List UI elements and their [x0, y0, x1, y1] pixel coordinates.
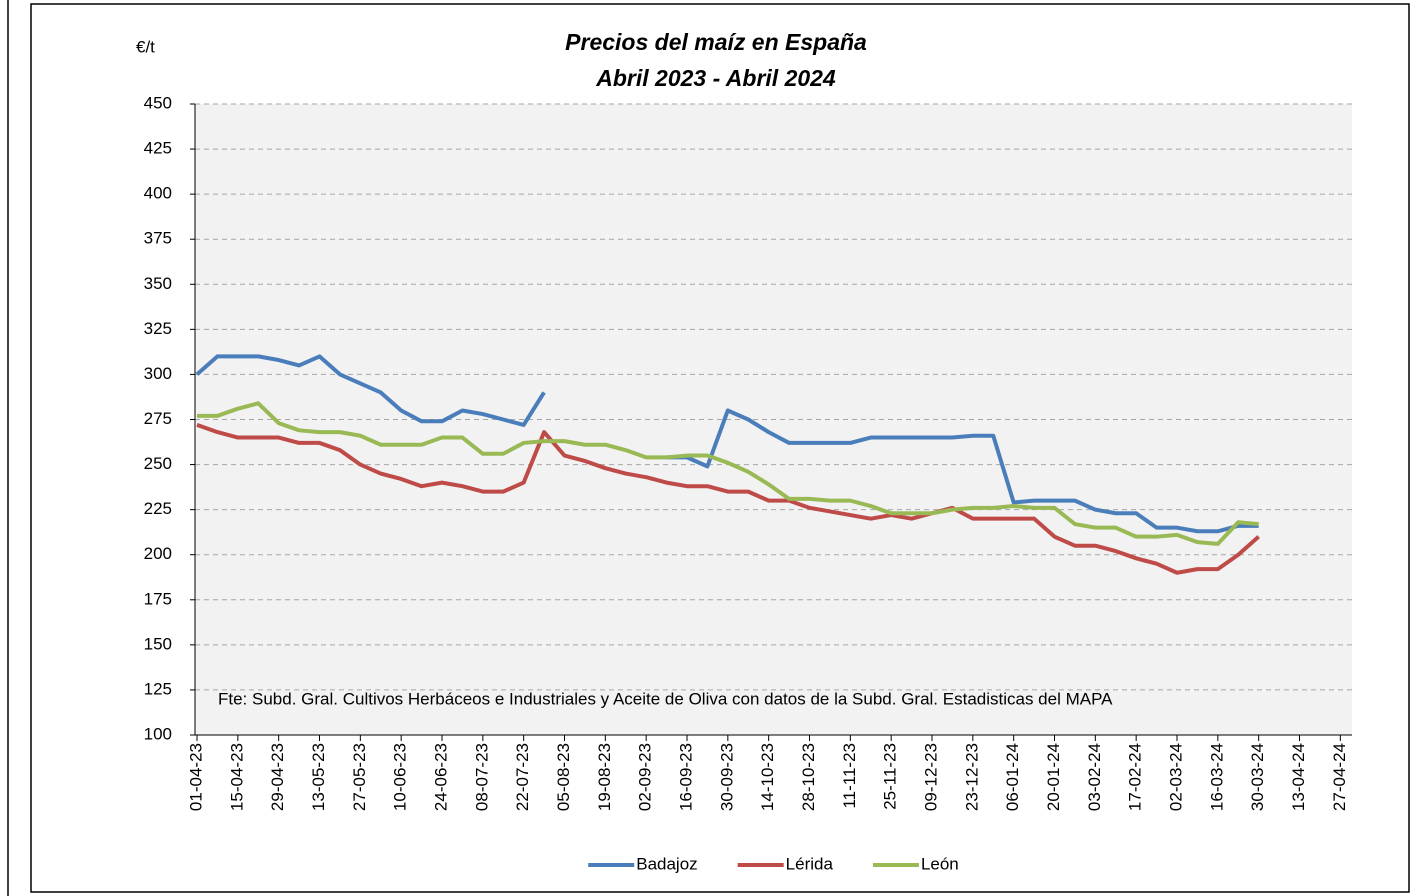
x-tick-label: 01-04-23	[186, 743, 205, 811]
y-tick-label: 100	[144, 724, 172, 743]
x-tick-label: 25-11-23	[881, 743, 900, 810]
x-tick-label: 29-04-23	[268, 743, 287, 811]
x-tick-label: 30-09-23	[717, 743, 736, 811]
y-tick-label: 300	[144, 364, 172, 383]
x-tick-label: 13-05-23	[309, 743, 328, 811]
x-tick-label: 10-06-23	[391, 743, 410, 811]
y-tick-label: 375	[144, 229, 172, 248]
y-axis-label: €/t	[136, 37, 155, 56]
y-tick-label: 150	[144, 634, 172, 653]
x-tick-label: 27-04-24	[1330, 743, 1349, 811]
x-tick-label: 17-02-24	[1126, 743, 1145, 811]
x-tick-label: 05-08-23	[554, 743, 573, 811]
y-tick-label: 325	[144, 319, 172, 338]
series-line	[195, 354, 1259, 534]
y-tick-label: 250	[144, 454, 172, 473]
x-tick-label: 08-07-23	[472, 743, 491, 811]
x-tick-label: 02-03-24	[1166, 743, 1185, 811]
y-tick-label: 200	[144, 544, 172, 563]
x-tick-label: 03-02-24	[1085, 743, 1104, 811]
x-tick-label: 28-10-23	[799, 743, 818, 811]
x-tick-label: 09-12-23	[921, 743, 940, 811]
y-tick-label: 425	[144, 139, 172, 158]
legend: Badajoz Lérida León	[588, 854, 959, 873]
x-tick-label: 23-12-23	[962, 743, 981, 811]
x-tick-label: 13-04-24	[1289, 743, 1308, 811]
source-note: Fte: Subd. Gral. Cultivos Herbáceos e In…	[218, 689, 1113, 708]
y-tick-label: 400	[144, 184, 172, 203]
legend-label: León	[921, 854, 959, 873]
x-tick-label: 15-04-23	[227, 743, 246, 811]
x-tick-label: 19-08-23	[595, 743, 614, 811]
series-line	[197, 401, 1259, 546]
x-tick-label: 16-09-23	[676, 743, 695, 811]
x-tick-label: 20-01-24	[1044, 743, 1063, 811]
chart-title: Precios del maíz en España	[565, 29, 867, 55]
x-tick-label: 02-09-23	[636, 743, 655, 811]
x-tick-label: 14-10-23	[758, 743, 777, 811]
x-tick-label: 30-03-24	[1248, 743, 1267, 811]
x-tick-label: 06-01-24	[1003, 743, 1022, 811]
x-tick-label: 22-07-23	[513, 743, 532, 811]
x-tick-label: 27-05-23	[350, 743, 369, 811]
y-tick-label: 275	[144, 409, 172, 428]
y-tick-label: 450	[144, 93, 172, 112]
legend-label: Lérida	[786, 854, 834, 873]
x-tick-label: 16-03-24	[1207, 743, 1226, 811]
chart-subtitle: Abril 2023 - Abril 2024	[595, 65, 836, 91]
y-tick-label: 125	[144, 679, 172, 698]
legend-label: Badajoz	[636, 854, 697, 873]
y-tick-label: 350	[144, 274, 172, 293]
y-tick-label: 225	[144, 499, 172, 518]
series-line	[196, 423, 1260, 575]
x-tick-label: 11-11-23	[840, 743, 859, 809]
x-tick-label: 24-06-23	[431, 743, 450, 811]
y-tick-label: 175	[144, 589, 172, 608]
